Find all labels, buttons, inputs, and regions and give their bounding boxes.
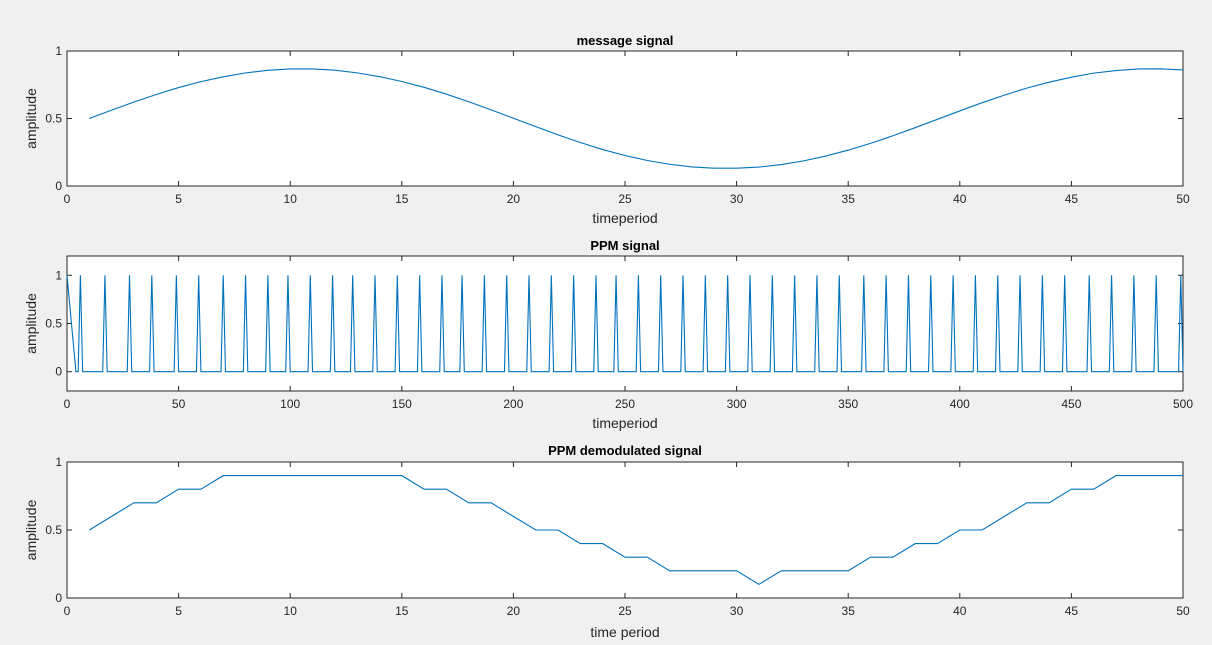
x-tick-label-2-2: 100 xyxy=(280,397,300,411)
x-tick-label-3-2: 10 xyxy=(284,604,298,618)
x-tick-label-1-8: 40 xyxy=(953,192,967,206)
x-tick-label-2-0: 0 xyxy=(64,397,71,411)
x-axis-label-1: timeperiod xyxy=(592,210,657,226)
x-ticks-1: 0 5 10 15 20 25 30 35 40 45 50 xyxy=(64,51,1190,206)
x-tick-label-3-7: 35 xyxy=(842,604,856,618)
y-axis-label-1: amplitude xyxy=(23,88,39,149)
y-ticks-3: 00.51 xyxy=(45,455,1183,605)
y-tick-label-2-2: 1 xyxy=(55,268,62,282)
x-tick-label-1-0: 0 xyxy=(64,192,71,206)
ppm-demodulated-plot: 0 5 10 15 20 25 30 35 40 45 50 00.51 PPM demodulat… xyxy=(23,443,1190,640)
y-tick-label-1-1: 0.5 xyxy=(45,112,62,126)
y-tick-label-3-2: 1 xyxy=(55,455,62,469)
x-tick-label-2-5: 250 xyxy=(615,397,635,411)
x-tick-label-2-9: 450 xyxy=(1061,397,1081,411)
y-tick-label-3-1: 0.5 xyxy=(45,523,62,537)
x-tick-label-3-1: 5 xyxy=(175,604,182,618)
x-tick-label-3-6: 30 xyxy=(730,604,744,618)
x-tick-label-3-5: 25 xyxy=(618,604,632,618)
message-signal-plot: 0 5 10 15 20 25 30 35 40 45 50 00.51 message signa… xyxy=(23,33,1190,226)
chart-title-2: PPM signal xyxy=(590,238,659,253)
x-tick-label-3-8: 40 xyxy=(953,604,967,618)
y-axis-label-3: amplitude xyxy=(23,499,39,560)
y-tick-label-2-1: 0.5 xyxy=(45,317,62,331)
y-ticks-1: 00.51 xyxy=(45,44,1183,193)
x-tick-label-3-9: 45 xyxy=(1065,604,1079,618)
y-tick-label-3-0: 0 xyxy=(55,591,62,605)
x-tick-label-1-10: 50 xyxy=(1176,192,1190,206)
chart-title-1: message signal xyxy=(577,33,674,48)
axes-box-3 xyxy=(66,461,1184,599)
x-tick-label-1-4: 20 xyxy=(507,192,521,206)
y-tick-label-2-0: 0 xyxy=(55,365,62,379)
x-tick-label-2-4: 200 xyxy=(503,397,523,411)
x-tick-label-1-5: 25 xyxy=(618,192,632,206)
x-tick-label-2-3: 150 xyxy=(392,397,412,411)
x-tick-label-3-4: 20 xyxy=(507,604,521,618)
axes-box-1 xyxy=(66,50,1184,187)
x-tick-label-1-1: 5 xyxy=(175,192,182,206)
series-line-3 xyxy=(89,475,1183,586)
x-tick-label-2-6: 300 xyxy=(727,397,747,411)
series-line-1 xyxy=(89,68,1184,169)
x-tick-label-2-8: 400 xyxy=(950,397,970,411)
x-ticks-3: 0 5 10 15 20 25 30 35 40 45 50 xyxy=(64,462,1190,618)
series-line-2 xyxy=(66,275,1184,373)
x-tick-label-1-7: 35 xyxy=(842,192,856,206)
y-tick-label-1-0: 0 xyxy=(55,179,62,193)
y-tick-label-1-2: 1 xyxy=(55,44,62,58)
x-tick-label-1-2: 10 xyxy=(284,192,298,206)
x-tick-label-2-10: 500 xyxy=(1173,397,1193,411)
x-tick-label-3-3: 15 xyxy=(395,604,409,618)
x-tick-label-1-9: 45 xyxy=(1065,192,1079,206)
ppm-signal-plot: 0 50 100 150 200 250 300 350 400 450 500 0 0.5 1 PPM… xyxy=(23,238,1193,431)
x-tick-label-2-7: 350 xyxy=(838,397,858,411)
y-axis-label-2: amplitude xyxy=(23,293,39,354)
x-axis-label-3: time period xyxy=(590,624,659,640)
x-ticks-2: 0 50 100 150 200 250 300 350 400 450 500 xyxy=(64,256,1193,411)
x-tick-label-3-10: 50 xyxy=(1176,604,1190,618)
x-tick-label-3-0: 0 xyxy=(64,604,71,618)
chart-title-3: PPM demodulated signal xyxy=(548,443,702,458)
x-tick-label-2-1: 50 xyxy=(172,397,186,411)
axes-box-2 xyxy=(66,255,1184,392)
x-tick-label-1-3: 15 xyxy=(395,192,409,206)
x-tick-label-1-6: 30 xyxy=(730,192,744,206)
x-axis-label-2: timeperiod xyxy=(592,415,657,431)
